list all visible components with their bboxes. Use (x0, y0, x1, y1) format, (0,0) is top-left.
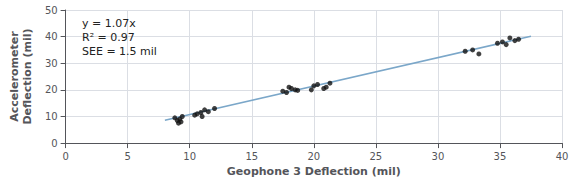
svg-text:y = 1.07x: y = 1.07x (82, 17, 136, 30)
svg-text:40: 40 (45, 31, 58, 42)
svg-text:10: 10 (45, 111, 58, 122)
svg-text:35: 35 (494, 151, 507, 162)
svg-text:20: 20 (45, 84, 58, 95)
svg-text:30: 30 (432, 151, 445, 162)
svg-text:Deflection (mil): Deflection (mil) (21, 29, 34, 125)
svg-text:50: 50 (45, 5, 58, 16)
svg-text:10: 10 (183, 151, 196, 162)
svg-text:0: 0 (62, 151, 68, 162)
svg-text:5: 5 (124, 151, 130, 162)
svg-text:15: 15 (245, 151, 258, 162)
svg-text:20: 20 (307, 151, 320, 162)
svg-text:25: 25 (369, 151, 382, 162)
svg-text:SEE = 1.5 mil: SEE = 1.5 mil (82, 45, 157, 58)
svg-text:30: 30 (45, 58, 58, 69)
svg-text:Accelerometer: Accelerometer (8, 31, 21, 122)
svg-text:Geophone 3 Deflection (mil): Geophone 3 Deflection (mil) (227, 165, 401, 178)
svg-text:40: 40 (556, 151, 569, 162)
svg-text:0: 0 (51, 138, 57, 149)
svg-text:R² = 0.97: R² = 0.97 (82, 31, 135, 44)
